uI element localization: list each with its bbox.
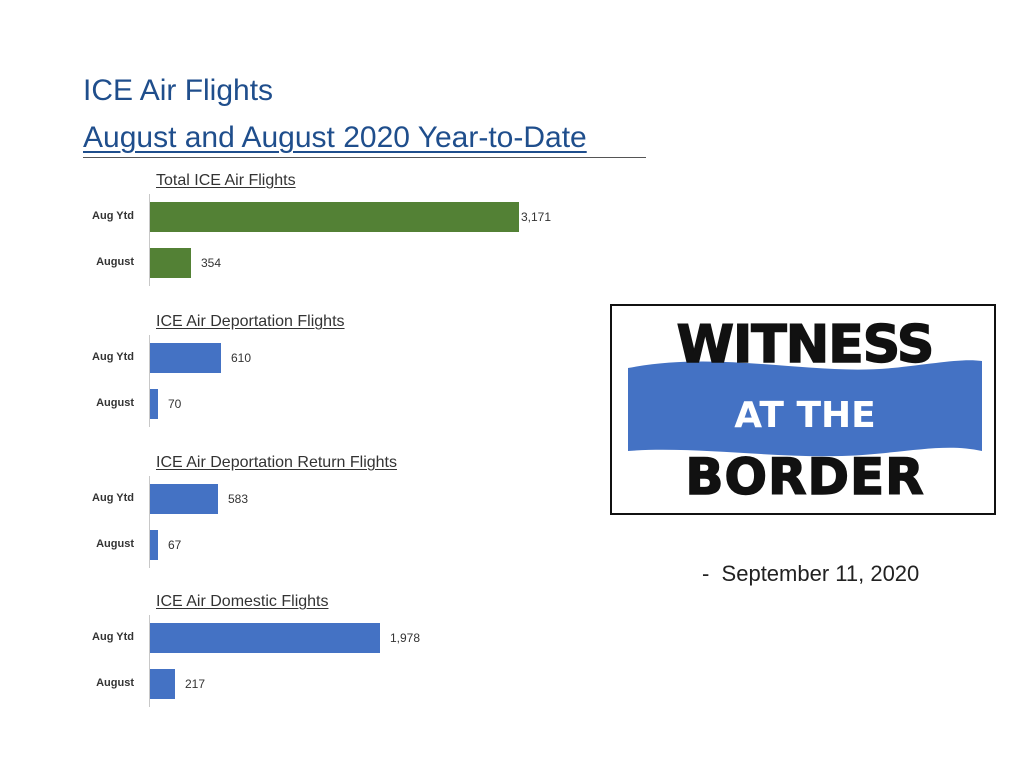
bar — [150, 484, 218, 514]
axis-line — [149, 194, 150, 286]
chart-title: ICE Air Domestic Flights — [156, 593, 329, 610]
value-label: 3,171 — [521, 210, 552, 224]
deportation-return-flights-chart: ICE Air Deportation Return Flights Aug Y… — [0, 454, 600, 584]
page-subtitle: August and August 2020 Year-to-Date — [83, 121, 587, 154]
date-text: - September 11, 2020 — [702, 561, 920, 586]
logo-graphic: WITNESS AT THE BORDER — [628, 314, 982, 507]
bar — [150, 202, 519, 232]
title-underline-rule — [83, 157, 646, 158]
logo-banner-wave — [628, 360, 982, 457]
logo-text-at-the: AT THE — [734, 395, 875, 436]
bar — [150, 669, 175, 699]
deportation-flights-chart: ICE Air Deportation Flights Aug Ytd 610 Au… — [0, 313, 600, 443]
category-label: Aug Ytd — [92, 210, 134, 222]
value-label: 583 — [228, 492, 249, 506]
witness-at-the-border-logo: WITNESS AT THE BORDER — [610, 304, 996, 515]
value-label: 217 — [185, 677, 206, 691]
chart-title: Total ICE Air Flights — [156, 172, 296, 189]
domestic-flights-chart: ICE Air Domestic Flights Aug Ytd 1,978 Aug… — [0, 593, 600, 723]
category-label: Aug Ytd — [92, 351, 134, 363]
axis-line — [149, 476, 150, 568]
bar — [150, 389, 158, 419]
bar — [150, 530, 158, 560]
category-label: August — [96, 397, 134, 409]
bar — [150, 623, 380, 653]
logo-text-witness: WITNESS — [677, 315, 934, 375]
chart-title: ICE Air Deportation Flights — [156, 313, 345, 330]
axis-line — [149, 335, 150, 427]
category-label: August — [96, 677, 134, 689]
chart-title: ICE Air Deportation Return Flights — [156, 454, 397, 471]
value-label: 1,978 — [390, 631, 421, 645]
category-label: August — [96, 538, 134, 550]
bar — [150, 248, 191, 278]
category-label: August — [96, 256, 134, 268]
page-title: ICE Air Flights — [83, 74, 274, 107]
total-flights-chart: Total ICE Air Flights Aug Ytd 3,171 August… — [0, 172, 600, 302]
category-label: Aug Ytd — [92, 492, 134, 504]
value-label: 70 — [168, 397, 182, 411]
logo-text-border: BORDER — [685, 448, 924, 506]
value-label: 610 — [231, 351, 252, 365]
value-label: 354 — [201, 256, 222, 270]
axis-line — [149, 615, 150, 707]
bar — [150, 343, 221, 373]
category-label: Aug Ytd — [92, 631, 134, 643]
value-label: 67 — [168, 538, 182, 552]
